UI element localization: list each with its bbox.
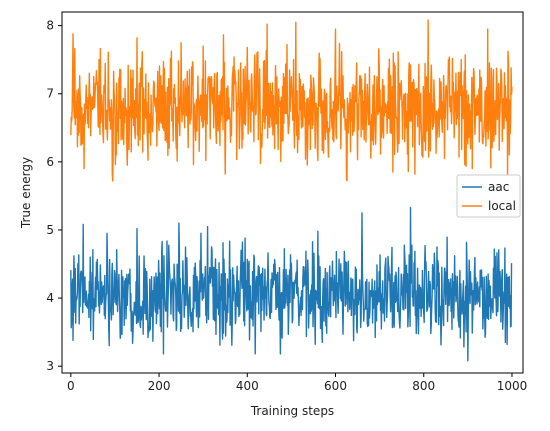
legend-label-local: local: [488, 199, 516, 213]
y-tick-label: 6: [46, 155, 54, 169]
y-tick-label: 7: [46, 87, 54, 101]
y-axis: 3 4 5 6 7 8: [46, 19, 62, 373]
x-tick-label: 200: [148, 379, 171, 393]
y-tick-label: 8: [46, 19, 54, 33]
series-line-aac: [70, 206, 513, 362]
y-tick-label: 5: [46, 223, 54, 237]
legend: aac local: [456, 174, 521, 218]
y-tick-label: 4: [46, 291, 54, 305]
series-line-local: [70, 19, 513, 182]
series-layer: [70, 19, 513, 362]
legend-label-aac: aac: [488, 180, 509, 194]
y-tick-label: 3: [46, 359, 54, 373]
x-axis: 0 200 400 600 800 1000: [67, 373, 527, 393]
y-axis-label: True energy: [19, 157, 33, 229]
x-tick-label: 0: [67, 379, 75, 393]
x-tick-label: 1000: [497, 379, 528, 393]
x-tick-label: 800: [412, 379, 435, 393]
x-tick-label: 600: [324, 379, 347, 393]
x-axis-label: Training steps: [250, 404, 334, 418]
x-tick-label: 400: [236, 379, 259, 393]
plot-frame: [61, 11, 524, 374]
